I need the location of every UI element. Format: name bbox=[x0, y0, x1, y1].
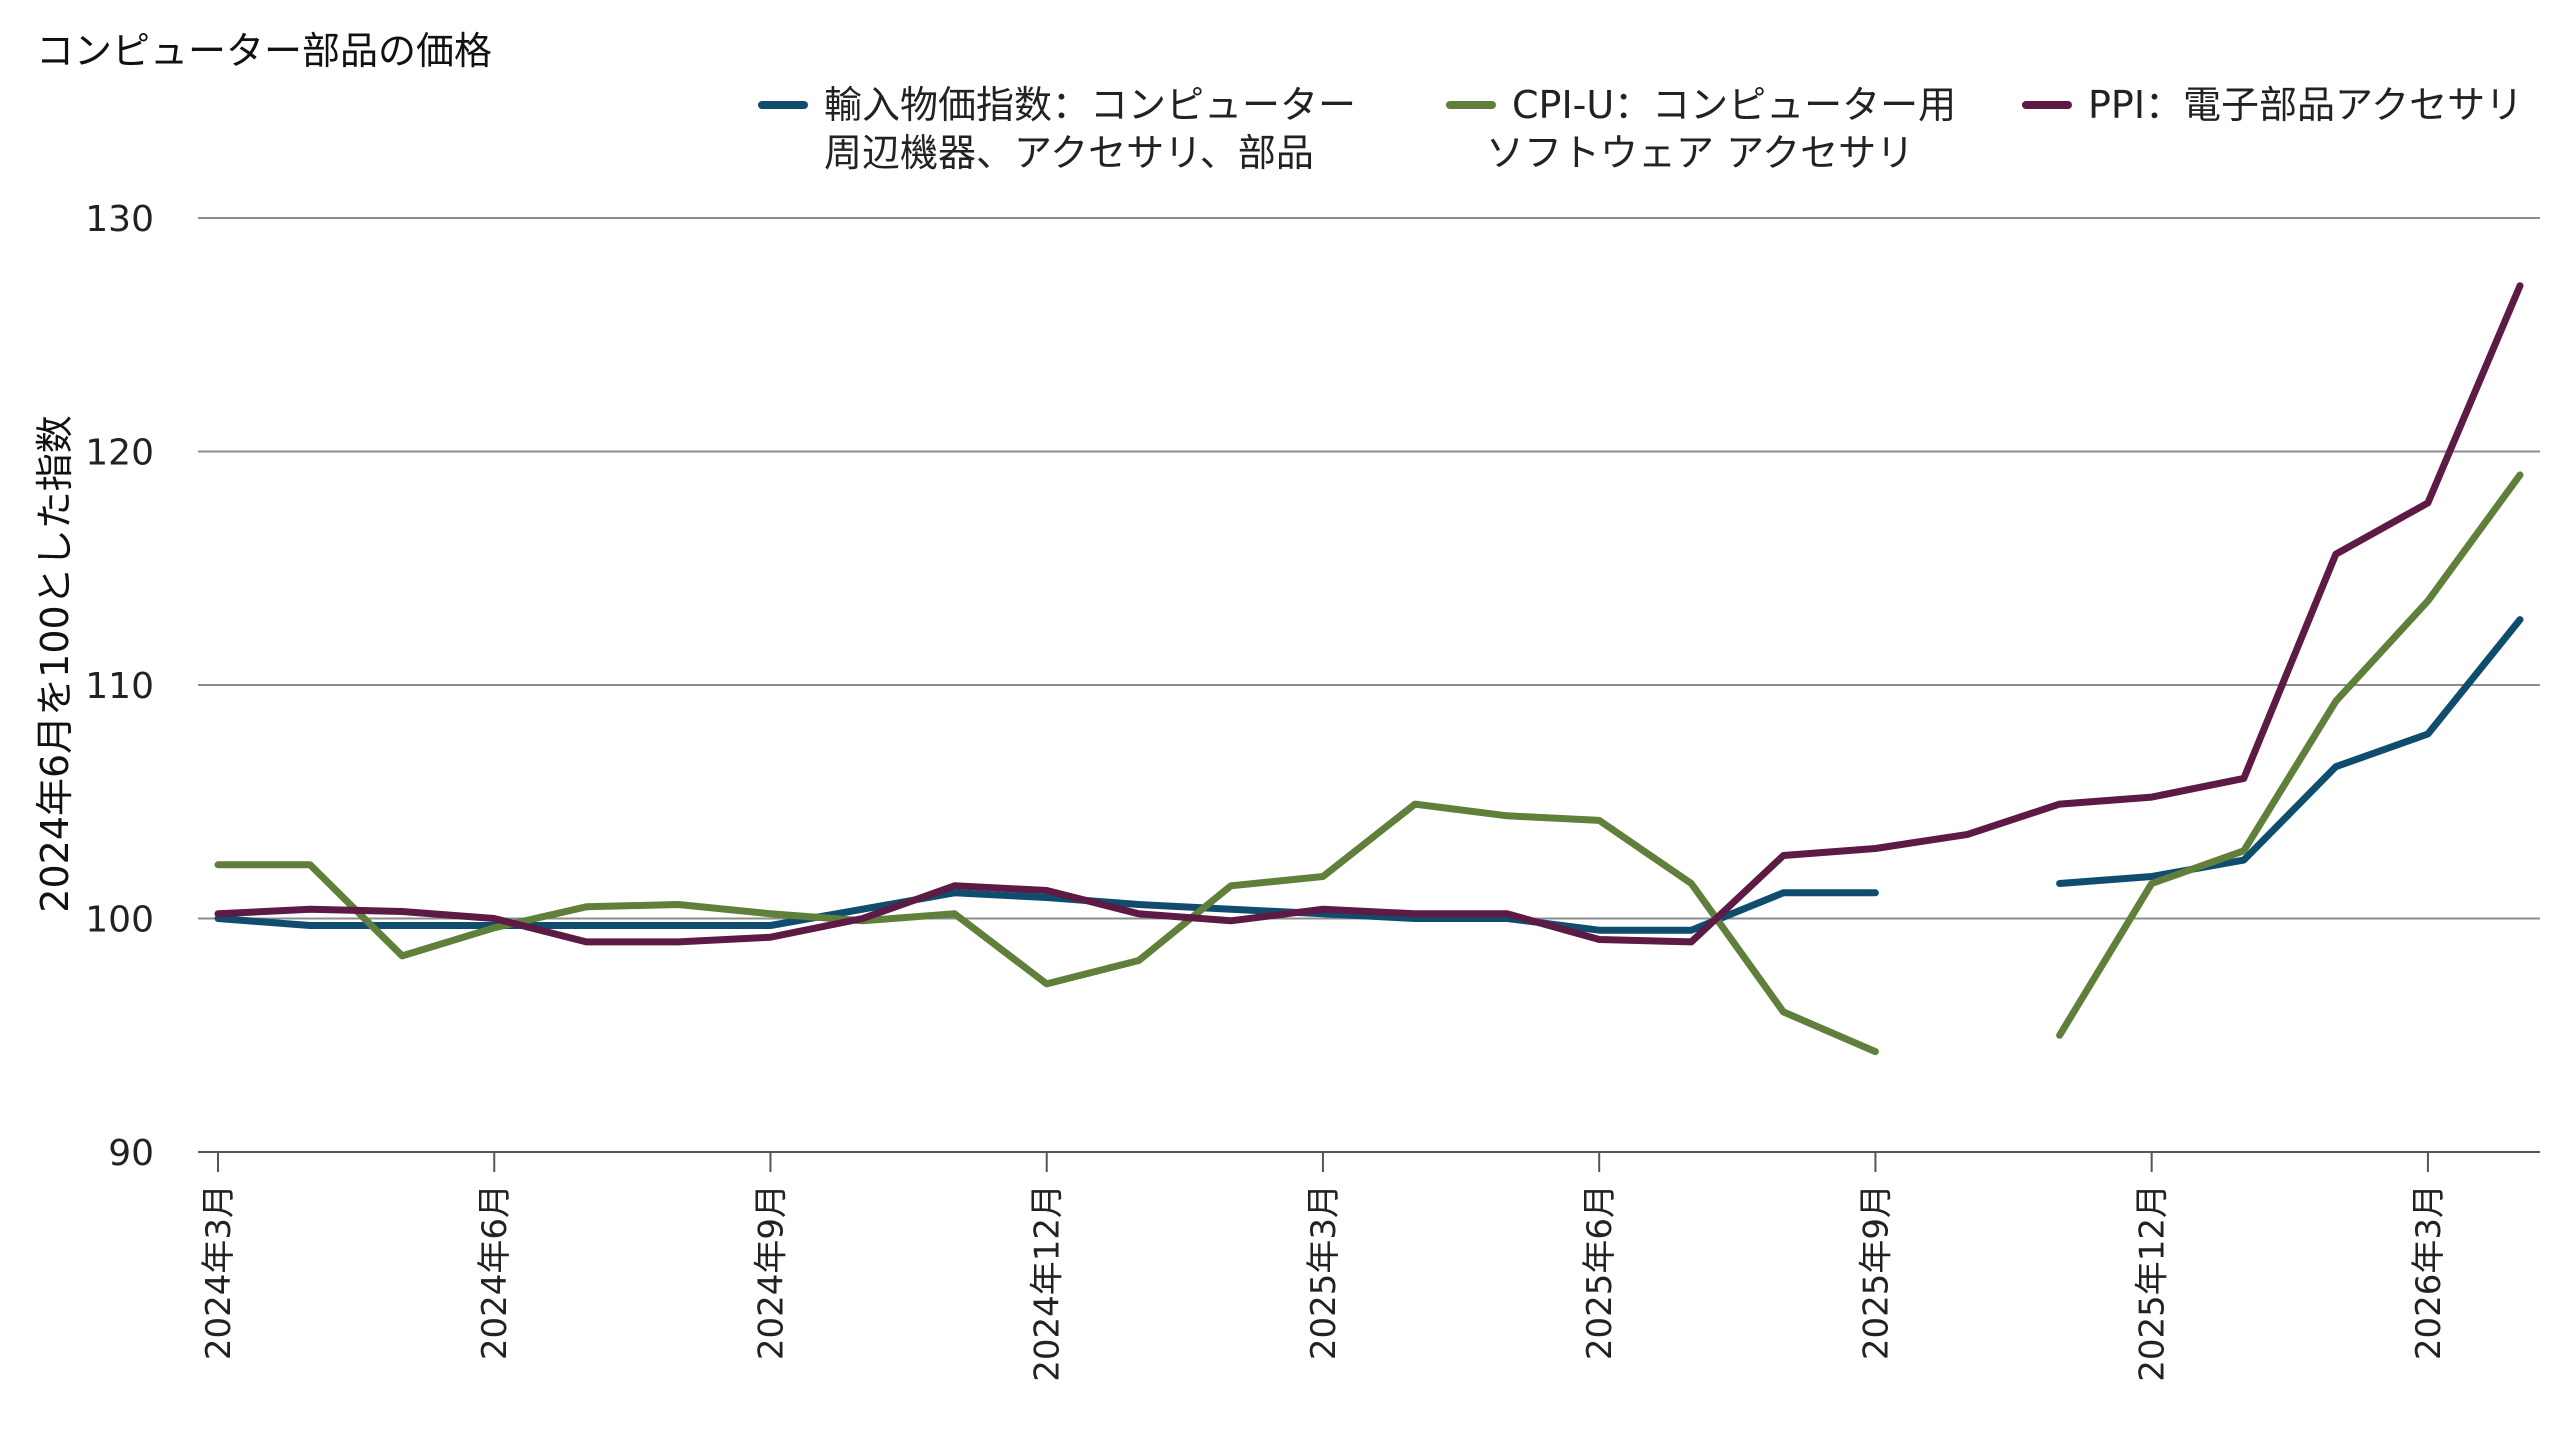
legend-item-2: PPI：電子部品アクセサリ bbox=[2022, 83, 2523, 127]
y-tick-label: 100 bbox=[85, 900, 154, 941]
y-tick-label: 90 bbox=[108, 1133, 154, 1174]
x-tick-label: 2024年3月 bbox=[199, 1184, 239, 1360]
x-tick-label: 2025年6月 bbox=[1580, 1184, 1620, 1360]
legend-label: ソフトウェア アクセサリ bbox=[1486, 131, 1914, 175]
series-lines bbox=[214, 282, 2524, 1056]
legend-label: CPI-U：コンピューター用 bbox=[1512, 83, 1956, 127]
x-axis-ticks: 2024年3月 2024年6月 2024年9月 2024年12月 2025年3月 2025… bbox=[199, 1152, 2449, 1382]
y-tick-label: 130 bbox=[85, 199, 154, 240]
y-tick-label: 110 bbox=[85, 666, 154, 707]
y-axis-ticks: 90 100 110 120 130 bbox=[85, 199, 154, 1174]
x-tick-label: 2024年6月 bbox=[475, 1184, 515, 1360]
x-tick-label: 2026年3月 bbox=[2409, 1184, 2449, 1360]
legend-label: 輸入物価指数：コンピューター bbox=[824, 83, 1356, 127]
x-tick-label: 2025年9月 bbox=[1856, 1184, 1896, 1360]
y-axis-label: 2024年6月を100とした指数 bbox=[33, 415, 77, 912]
series-line-2 bbox=[214, 282, 2524, 946]
series-line-0 bbox=[214, 616, 2524, 934]
gridlines bbox=[198, 217, 2540, 920]
chart-title: コンピューター部品の価格 bbox=[36, 29, 492, 73]
legend-label: PPI：電子部品アクセサリ bbox=[2088, 83, 2523, 127]
x-tick-label: 2024年9月 bbox=[751, 1184, 791, 1360]
x-tick-label: 2025年3月 bbox=[1304, 1184, 1344, 1360]
x-tick-label: 2024年12月 bbox=[1028, 1184, 1068, 1382]
x-tick-label: 2025年12月 bbox=[2133, 1184, 2173, 1382]
legend-label: 周辺機器、アクセサリ、部品 bbox=[824, 131, 1314, 175]
series-line-1 bbox=[214, 471, 2524, 1056]
y-tick-label: 120 bbox=[85, 433, 154, 474]
